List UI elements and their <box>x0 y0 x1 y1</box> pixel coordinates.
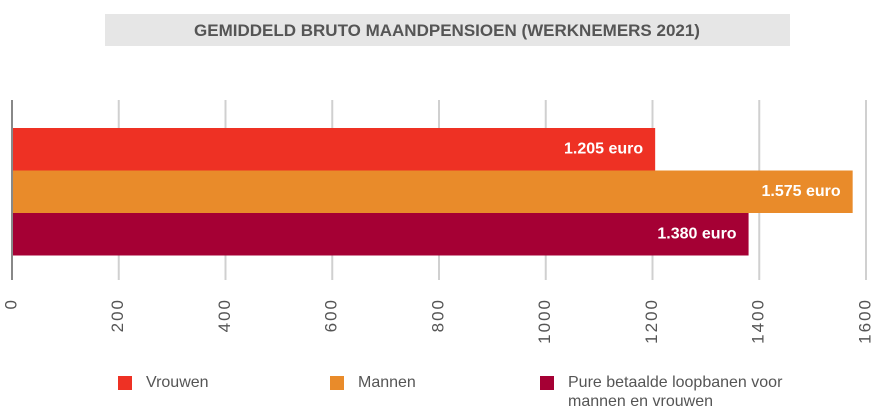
x-tick-label: 1400 <box>749 298 768 344</box>
data-label: 1.205 euro <box>564 140 643 157</box>
x-tick-label: 400 <box>215 298 234 332</box>
chart-title: GEMIDDELD BRUTO MAANDPENSIOEN (WERKNEMER… <box>194 21 700 40</box>
x-tick-label: 200 <box>108 298 127 332</box>
legend-label: Mannen <box>358 374 416 391</box>
x-tick-label: 800 <box>428 298 447 332</box>
x-tick-label: 1000 <box>535 298 554 344</box>
x-tick-label: 1600 <box>855 298 874 344</box>
x-tick-label: 0 <box>1 298 20 309</box>
x-tick-label: 600 <box>322 298 341 332</box>
data-label: 1.380 euro <box>657 225 736 242</box>
bar <box>12 170 853 213</box>
data-label: 1.575 euro <box>762 183 841 200</box>
legend-label: Pure betaalde loopbanen voor mannen en v… <box>568 374 783 410</box>
bar <box>12 213 749 256</box>
x-tick-label: 1200 <box>642 298 661 344</box>
chart: GEMIDDELD BRUTO MAANDPENSIOEN (WERKNEMER… <box>1 14 874 344</box>
bar <box>12 128 656 171</box>
legend-swatch <box>118 376 132 390</box>
legend-swatch <box>540 376 554 390</box>
title-box <box>105 14 790 46</box>
legend-swatch <box>330 376 344 390</box>
legend-label: Vrouwen <box>146 374 209 391</box>
